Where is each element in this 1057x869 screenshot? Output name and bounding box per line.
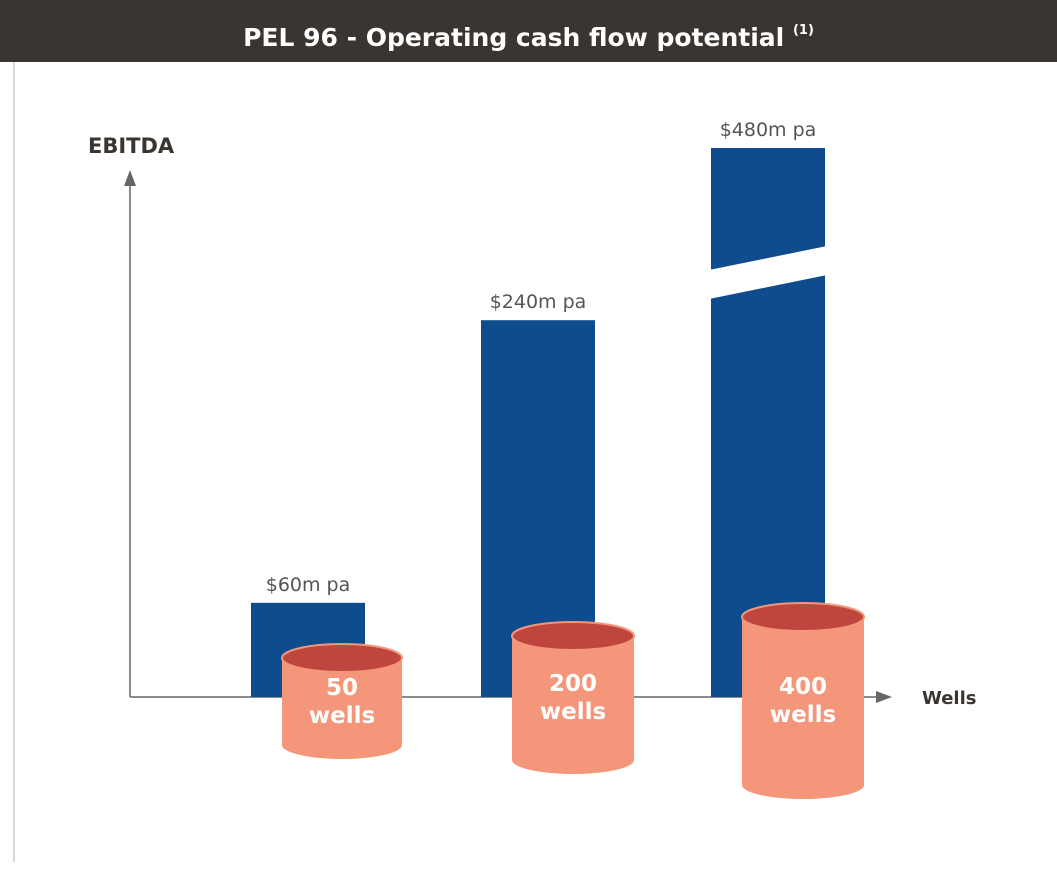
axis-break: [709, 246, 827, 299]
title-note: (1): [792, 23, 814, 38]
category-label: 400 wells: [769, 674, 837, 728]
chart-title: PEL 96 - Operating cash flow potential: [243, 23, 785, 52]
cylinder-top: [281, 643, 403, 673]
y-axis-arrow: [124, 170, 136, 186]
cylinder-top: [741, 602, 865, 632]
x-axis-label: Wells: [922, 688, 976, 709]
value-label: $240m pa: [490, 291, 587, 313]
value-label: $480m pa: [720, 119, 817, 141]
value-label: $60m pa: [266, 574, 351, 596]
cylinder-body: [282, 658, 402, 759]
cylinder-top: [511, 621, 635, 651]
category-label: 50 wells: [308, 674, 376, 729]
y-axis-label: EBITDA: [88, 134, 175, 158]
category-label: 200 wells: [539, 671, 607, 725]
cylinder-body: [742, 617, 864, 799]
header: PEL 96 - Operating cash flow potential (…: [0, 0, 1057, 62]
x-axis-arrow: [876, 691, 892, 703]
cylinder-body: [512, 636, 634, 774]
